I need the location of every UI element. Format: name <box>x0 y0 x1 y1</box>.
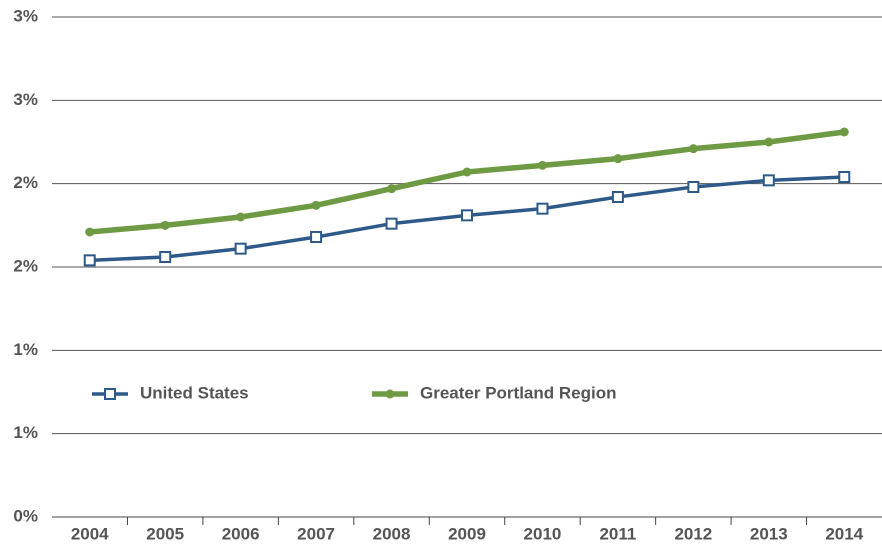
point <box>838 171 851 183</box>
point <box>159 251 172 263</box>
y-tick-label: 0% <box>13 506 38 525</box>
point <box>236 212 246 222</box>
x-tick-label: 2006 <box>222 524 260 543</box>
y-tick-label: 3% <box>13 6 38 25</box>
point <box>613 154 623 164</box>
x-tick-label: 2009 <box>448 524 486 543</box>
y-tick-label: 1% <box>13 340 38 359</box>
point <box>839 127 849 137</box>
point <box>462 167 472 177</box>
legend-label: United States <box>140 383 249 402</box>
point <box>310 231 323 243</box>
point <box>85 227 95 237</box>
point <box>611 191 624 203</box>
legend-marker <box>104 388 116 400</box>
point <box>688 144 698 154</box>
x-tick-label: 2013 <box>750 524 788 543</box>
point <box>160 220 170 230</box>
point <box>461 209 473 222</box>
legend-label: Greater Portland Region <box>420 383 616 402</box>
y-tick-label: 3% <box>13 90 38 109</box>
x-tick-label: 2007 <box>297 524 335 543</box>
point <box>762 174 775 187</box>
point <box>83 254 96 267</box>
x-tick-label: 2010 <box>524 524 562 543</box>
point <box>234 242 247 255</box>
y-tick-label: 2% <box>13 173 38 192</box>
x-tick-label: 2011 <box>599 524 636 543</box>
point <box>387 184 397 194</box>
legend-marker <box>385 389 395 399</box>
point <box>311 200 321 210</box>
x-tick-label: 2004 <box>71 524 109 543</box>
x-tick-label: 2012 <box>674 524 712 543</box>
x-tick-label: 2005 <box>146 524 184 543</box>
y-tick-label: 1% <box>13 423 38 442</box>
x-tick-label: 2008 <box>373 524 411 543</box>
point <box>764 137 774 147</box>
point <box>687 181 700 193</box>
x-tick-label: 2014 <box>825 524 863 543</box>
point <box>385 217 398 230</box>
point <box>537 160 547 170</box>
point <box>536 202 549 215</box>
y-tick-label: 2% <box>13 256 38 275</box>
